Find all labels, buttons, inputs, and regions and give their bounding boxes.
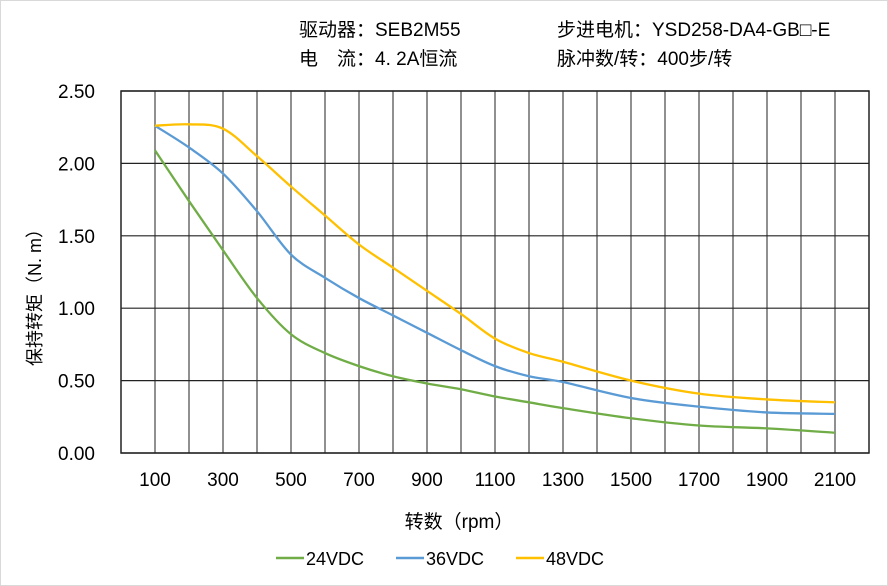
y-tick-label: 1.00: [58, 299, 95, 320]
plot-border: [120, 90, 870, 454]
x-tick-label: 1900: [746, 470, 788, 491]
x-tick-label: 1500: [610, 470, 652, 491]
legend-label: 24VDC: [306, 549, 364, 569]
x-tick-label: 1100: [475, 470, 516, 491]
y-tick-label: 0.50: [58, 372, 95, 393]
pulses-label: 脉冲数/转：400步/转: [557, 49, 733, 70]
current-label: 电 流：4. 2A恒流: [299, 49, 458, 70]
x-tick-label: 2100: [814, 470, 856, 491]
legend-label: 36VDC: [426, 549, 484, 569]
series-line-48VDC: [154, 123, 836, 404]
x-tick-label: 500: [275, 470, 307, 491]
x-tick-label: 300: [207, 470, 239, 491]
y-tick-label: 1.50: [58, 227, 95, 248]
y-tick-label: 2.00: [58, 154, 95, 175]
x-tick-label: 700: [343, 470, 375, 491]
y-tick-label: 0.00: [58, 444, 95, 465]
x-tick-label: 1300: [542, 470, 584, 491]
x-tick-label: 100: [139, 470, 171, 491]
x-tick-label: 1700: [678, 470, 720, 491]
x-tick-label: 900: [411, 470, 443, 491]
driver-label: 驱动器：SEB2M55: [299, 20, 461, 41]
legend-label: 48VDC: [546, 549, 604, 569]
motor-label: 步进电机：YSD258-DA4-GB□-E: [557, 20, 831, 41]
x-axis-title: 转数（rpm）: [405, 511, 514, 533]
y-axis-title: 保持转矩（N. m）: [25, 220, 45, 366]
series-line-24VDC: [154, 149, 836, 434]
y-tick-label: 2.50: [58, 82, 95, 103]
series-line-36VDC: [154, 124, 836, 416]
